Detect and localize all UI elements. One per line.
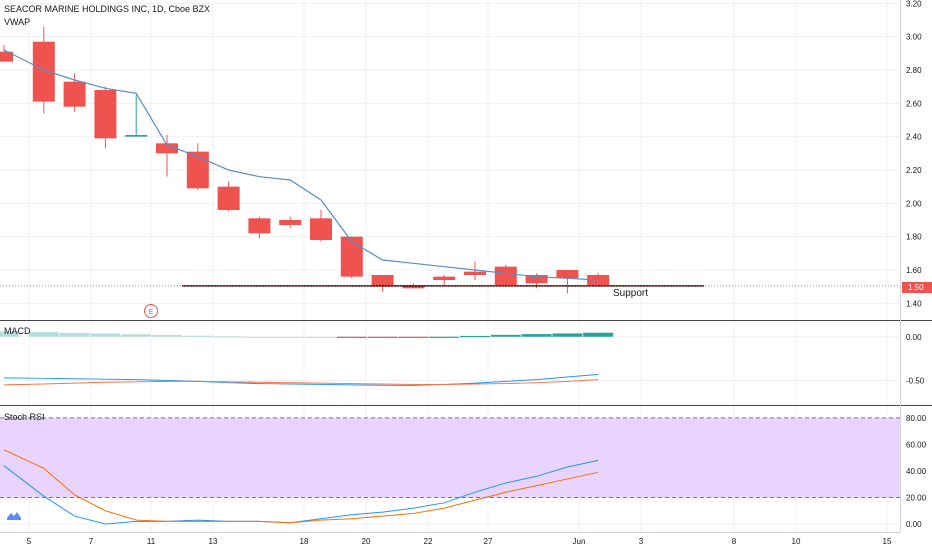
macd-histogram-bar xyxy=(429,336,460,338)
stoch-rsi-band xyxy=(0,417,900,499)
tradingview-logo-icon[interactable] xyxy=(6,509,22,521)
time-tick-label: Jun xyxy=(573,537,586,546)
macd-legend[interactable]: MACD xyxy=(4,326,31,336)
time-axis[interactable]: 5 7 11 13 18 20 22 27 Jun 3 8 10 15 xyxy=(27,537,892,546)
time-tick-label: 20 xyxy=(362,537,371,546)
vwap-line xyxy=(3,49,599,281)
stoch-k-line xyxy=(3,459,599,525)
macd-pane[interactable] xyxy=(0,331,614,386)
price-tick-label: 2.80 xyxy=(906,66,922,75)
last-price-tag: 1.50 xyxy=(902,282,932,293)
time-tick-label: 10 xyxy=(792,537,801,546)
price-tick-label: 1.60 xyxy=(906,266,922,275)
macd-histogram-bar xyxy=(244,336,275,338)
macd-histogram-bar xyxy=(367,336,398,338)
price-pane[interactable]: E xyxy=(0,26,900,318)
candle-body xyxy=(402,285,425,289)
macd-histogram-bar xyxy=(213,336,244,338)
time-tick-label: 8 xyxy=(732,537,737,546)
candle-body xyxy=(464,271,486,275)
candle-body xyxy=(32,41,55,102)
time-tick-label: 15 xyxy=(883,537,892,546)
macd-tick-label: -0.50 xyxy=(906,377,925,386)
macd-histogram-bar xyxy=(552,333,583,337)
price-tick-label: 2.60 xyxy=(906,99,922,108)
stoch-d-line xyxy=(3,449,599,524)
time-tick-label: 22 xyxy=(424,537,433,546)
macd-histogram-bar xyxy=(28,332,59,337)
candle-body xyxy=(63,81,86,107)
macd-histogram-bar xyxy=(59,332,90,337)
macd-histogram-bar xyxy=(583,332,614,337)
candle-body xyxy=(94,90,117,139)
time-tick-label: 11 xyxy=(147,537,156,546)
candle-body xyxy=(279,220,302,225)
price-tick-label: 2.00 xyxy=(906,199,922,208)
time-tick-label: 5 xyxy=(27,537,32,546)
price-tick-label: 3.00 xyxy=(906,33,922,42)
time-tick-label: 27 xyxy=(484,537,493,546)
macd-histogram-bar xyxy=(152,335,182,337)
candle-body xyxy=(525,275,548,284)
macd-line xyxy=(3,373,599,386)
pane-separators xyxy=(0,0,932,533)
macd-histogram-bar xyxy=(521,334,552,337)
stoch-rsi-legend[interactable]: Stoch RSI xyxy=(4,412,45,422)
rsi-tick-label: 0.00 xyxy=(906,520,922,529)
price-axis[interactable]: 3.20 3.00 2.80 2.60 2.40 2.20 2.00 1.80 1.60 1.40… xyxy=(906,0,927,529)
candle-body xyxy=(340,236,363,277)
time-tick-label: 18 xyxy=(300,537,309,546)
earnings-marker-icon xyxy=(144,304,158,318)
candle-body xyxy=(433,276,456,280)
support-annotation: Support xyxy=(613,288,649,299)
macd-histogram-bar xyxy=(336,336,367,338)
macd-histogram-bar xyxy=(121,334,152,337)
earnings-marker-label: E xyxy=(149,309,154,316)
price-tick-label: 2.40 xyxy=(906,133,922,142)
macd-histogram-bar xyxy=(0,331,19,337)
candle-body xyxy=(310,218,332,240)
price-tick-label: 1.40 xyxy=(906,299,922,308)
candle-body xyxy=(0,51,13,62)
macd-histogram-bar xyxy=(306,336,336,338)
time-tick-label: 13 xyxy=(209,537,218,546)
rsi-tick-label: 80.00 xyxy=(906,414,927,423)
candle-body xyxy=(186,151,209,189)
candle-body xyxy=(217,186,240,210)
price-tick-label: 3.20 xyxy=(906,0,922,8)
signal-line xyxy=(3,379,599,386)
macd-histogram-bar xyxy=(490,334,521,337)
stoch-rsi-pane[interactable] xyxy=(3,449,599,525)
macd-histogram-bar xyxy=(182,335,213,337)
price-tick-label: 2.20 xyxy=(906,166,922,175)
time-tick-label: 7 xyxy=(89,537,94,546)
overbought-oversold-band xyxy=(0,417,900,498)
candle-body xyxy=(371,275,394,287)
macd-histogram-bar xyxy=(460,335,490,338)
vwap-legend[interactable]: VWAP xyxy=(4,17,31,27)
symbol-title[interactable]: SEACOR MARINE HOLDINGS INC, 1D, Cboe BZX xyxy=(4,4,211,14)
macd-histogram-bar xyxy=(398,336,429,338)
candle-body xyxy=(248,218,271,234)
candle-body xyxy=(556,270,579,279)
rsi-tick-label: 60.00 xyxy=(906,440,927,449)
price-tick-label: 1.80 xyxy=(906,233,922,242)
time-tick-label: 3 xyxy=(639,537,644,546)
candle-body xyxy=(125,135,148,137)
rsi-tick-label: 40.00 xyxy=(906,467,927,476)
candle-body xyxy=(156,143,178,154)
rsi-tick-label: 20.00 xyxy=(906,494,927,503)
candle-body xyxy=(494,266,517,285)
macd-histogram-bar xyxy=(90,333,121,337)
macd-histogram-bar xyxy=(275,336,306,338)
macd-tick-label: 0.00 xyxy=(906,333,922,342)
